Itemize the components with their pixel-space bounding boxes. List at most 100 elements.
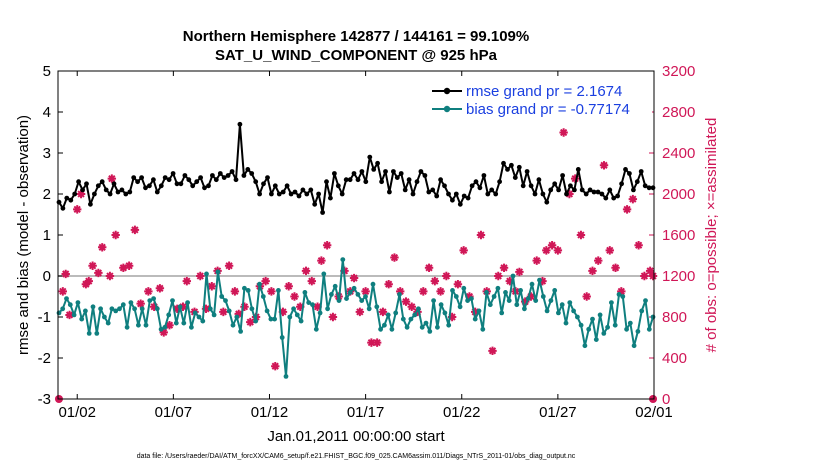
rmse-point <box>103 187 109 193</box>
rmse-point <box>623 167 628 172</box>
rmse-point <box>607 187 613 193</box>
obs-assimilated-point <box>538 276 547 286</box>
rmse-point <box>469 183 475 189</box>
obs-assimilated-point <box>240 302 249 311</box>
rmse-point <box>237 121 243 127</box>
bias-point <box>283 374 289 379</box>
bias-point <box>207 306 213 312</box>
bias-point <box>313 326 319 332</box>
obs-assimilated-point <box>542 246 551 255</box>
bias-point <box>556 310 561 316</box>
obs-assimilated-point <box>407 302 416 311</box>
rmse-point <box>123 191 129 197</box>
rmse-point <box>501 160 506 166</box>
obs-assimilated-point <box>76 189 86 199</box>
obs-assimilated-point <box>61 269 70 279</box>
obs-assimilated-point <box>182 276 192 286</box>
rmse-point <box>213 177 219 183</box>
bias-point <box>385 312 391 318</box>
bias-point <box>457 304 463 310</box>
bias-point <box>499 310 505 316</box>
rmse-point <box>442 183 447 189</box>
bias-point <box>476 308 482 314</box>
rmse-point <box>272 183 278 189</box>
bias-point <box>317 310 323 316</box>
x-tick-label: 01/22 <box>443 404 481 421</box>
bias-point <box>230 322 236 328</box>
rmse-point <box>611 195 617 201</box>
obs-assimilated-point <box>201 304 211 313</box>
bias-point <box>329 292 334 297</box>
bias-point <box>537 277 542 283</box>
bias-point <box>347 290 353 295</box>
x-axis-label: Jan.01,2011 00:00:00 start <box>267 428 445 445</box>
obs-assimilated-point <box>401 297 411 306</box>
obs-assimilated-point <box>648 271 658 281</box>
rmse-point <box>583 191 589 197</box>
rmse-point <box>174 181 180 187</box>
bias-point <box>397 292 402 297</box>
rmse-point <box>158 183 164 189</box>
bias-point <box>612 322 618 328</box>
bias-point <box>442 310 448 316</box>
rmse-point <box>99 179 105 185</box>
bias-point <box>139 306 145 312</box>
bias-point <box>487 302 493 308</box>
obs-assimilated-point <box>582 292 591 301</box>
bias-point <box>472 316 478 322</box>
rmse-point <box>253 179 259 185</box>
bias-point <box>374 304 380 310</box>
rmse-point <box>615 193 620 199</box>
rmse-point <box>296 193 302 199</box>
rmse-point <box>599 191 605 197</box>
rmse-point <box>406 177 412 183</box>
bias-point <box>192 310 198 316</box>
bias-point <box>170 298 175 303</box>
y-left-tick-label: -2 <box>38 350 51 367</box>
obs-assimilated-point <box>390 253 399 262</box>
obs-assimilated-point <box>267 287 276 296</box>
rmse-point <box>147 183 152 189</box>
rmse-point <box>88 201 93 207</box>
rmse-point <box>548 187 554 193</box>
bias-point <box>453 294 459 299</box>
rmse-point <box>595 189 601 195</box>
obs-assimilated-point <box>219 307 228 317</box>
bias-point <box>431 298 436 303</box>
rmse-point <box>528 183 534 189</box>
y-left-tick-label: 2 <box>43 186 51 203</box>
bias-point <box>120 302 126 308</box>
rmse-point <box>430 187 436 193</box>
y-left-tick-label: 0 <box>43 268 51 285</box>
rmse-point <box>627 171 632 176</box>
rmse-point <box>552 181 558 187</box>
obs-assimilated-point <box>271 362 280 371</box>
obs-assimilated-point <box>58 287 68 296</box>
rmse-point <box>579 187 585 193</box>
data-file-footnote: data file: /Users/raeder/DAI/ATM_forcXX/… <box>137 453 576 460</box>
rmse-point <box>634 179 640 185</box>
rmse-point <box>418 169 424 174</box>
x-tick-label: 01/17 <box>347 404 385 421</box>
bias-point <box>344 296 349 301</box>
obs-assimilated-point <box>559 128 568 137</box>
rmse-point <box>509 162 514 168</box>
bias-point <box>75 300 81 305</box>
obs-assimilated-point <box>430 276 440 286</box>
obs-assimilated-point <box>553 246 563 255</box>
rmse-point <box>308 187 314 193</box>
obs-assimilated-point <box>207 282 217 291</box>
rmse-point <box>485 191 491 197</box>
obs-assimilated-point <box>488 346 497 356</box>
bias-point <box>643 298 648 303</box>
obs-assimilated-point <box>436 287 445 296</box>
bias-point <box>132 306 138 312</box>
rmse-point <box>95 183 101 189</box>
bias-point <box>650 314 656 320</box>
obs-assimilated-point <box>494 271 503 281</box>
rmse-point <box>257 191 262 197</box>
obs-assimilated-point <box>476 230 486 240</box>
obs-assimilated-point <box>246 317 255 327</box>
rmse-point <box>603 195 609 201</box>
bias-point <box>548 298 554 303</box>
